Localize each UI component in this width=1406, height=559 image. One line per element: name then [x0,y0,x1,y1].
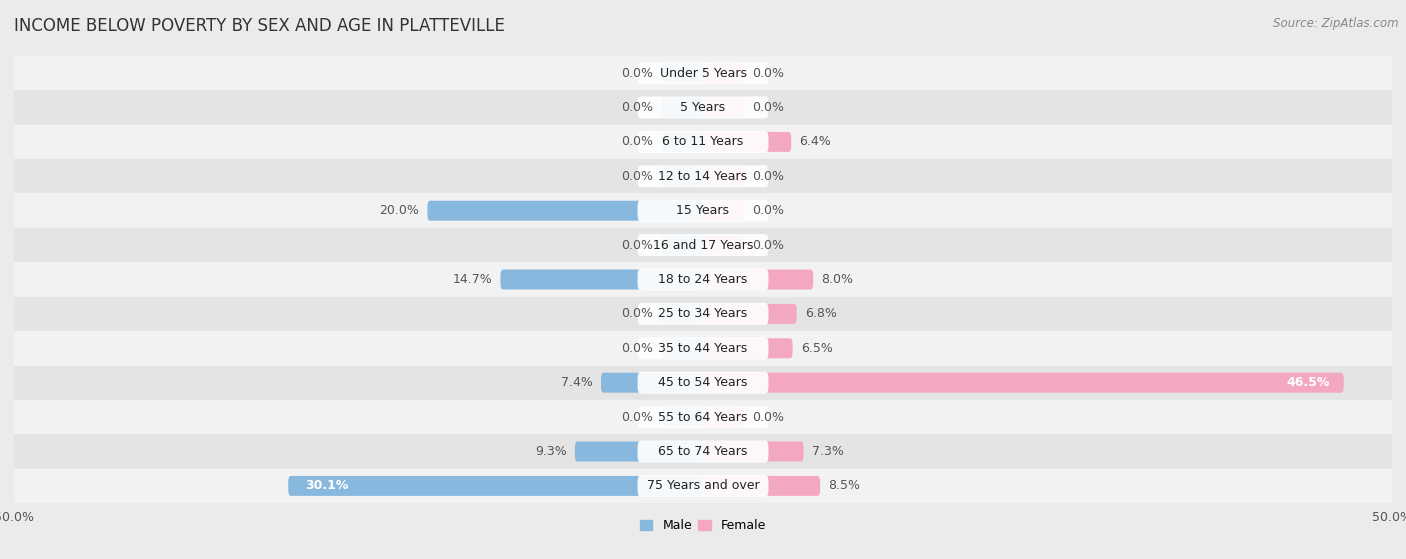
FancyBboxPatch shape [501,269,703,290]
Text: 0.0%: 0.0% [752,170,785,183]
Text: 25 to 34 Years: 25 to 34 Years [658,307,748,320]
FancyBboxPatch shape [703,167,744,186]
Text: 6.4%: 6.4% [800,135,831,148]
FancyBboxPatch shape [703,407,744,427]
Text: 6.8%: 6.8% [806,307,837,320]
Legend: Male, Female: Male, Female [636,514,770,537]
Text: 0.0%: 0.0% [752,204,785,217]
FancyBboxPatch shape [703,63,744,83]
Bar [14,468,1392,503]
Text: 15 Years: 15 Years [676,204,730,217]
FancyBboxPatch shape [662,63,703,83]
Bar [14,228,1392,262]
Text: 20.0%: 20.0% [380,204,419,217]
FancyBboxPatch shape [600,373,703,392]
Bar [14,297,1392,331]
Text: Under 5 Years: Under 5 Years [659,67,747,79]
Bar [14,159,1392,193]
Bar [14,400,1392,434]
FancyBboxPatch shape [637,303,769,325]
Text: 0.0%: 0.0% [752,239,785,252]
Text: 0.0%: 0.0% [621,101,654,114]
Text: 30.1%: 30.1% [305,480,349,492]
Text: 5 Years: 5 Years [681,101,725,114]
FancyBboxPatch shape [637,62,769,84]
Text: 75 Years and over: 75 Years and over [647,480,759,492]
Bar [14,125,1392,159]
Text: 0.0%: 0.0% [621,239,654,252]
FancyBboxPatch shape [575,442,703,462]
Text: 0.0%: 0.0% [621,135,654,148]
Bar [14,434,1392,468]
FancyBboxPatch shape [703,476,820,496]
Text: 0.0%: 0.0% [621,342,654,355]
Bar [14,56,1392,91]
FancyBboxPatch shape [662,338,703,358]
Text: 0.0%: 0.0% [621,307,654,320]
FancyBboxPatch shape [637,165,769,187]
FancyBboxPatch shape [703,201,744,221]
Text: INCOME BELOW POVERTY BY SEX AND AGE IN PLATTEVILLE: INCOME BELOW POVERTY BY SEX AND AGE IN P… [14,17,505,35]
Bar [14,331,1392,366]
FancyBboxPatch shape [637,440,769,462]
Text: 0.0%: 0.0% [621,170,654,183]
FancyBboxPatch shape [637,268,769,291]
Text: 8.5%: 8.5% [828,480,860,492]
Text: 14.7%: 14.7% [453,273,492,286]
Text: 12 to 14 Years: 12 to 14 Years [658,170,748,183]
Text: 46.5%: 46.5% [1286,376,1330,389]
Bar [14,366,1392,400]
Text: 35 to 44 Years: 35 to 44 Years [658,342,748,355]
Text: 65 to 74 Years: 65 to 74 Years [658,445,748,458]
Text: 45 to 54 Years: 45 to 54 Years [658,376,748,389]
Text: 0.0%: 0.0% [752,67,785,79]
Text: 6.5%: 6.5% [801,342,832,355]
FancyBboxPatch shape [703,442,804,462]
FancyBboxPatch shape [637,372,769,394]
FancyBboxPatch shape [288,476,703,496]
FancyBboxPatch shape [637,234,769,256]
FancyBboxPatch shape [637,337,769,359]
FancyBboxPatch shape [427,201,703,221]
Bar [14,91,1392,125]
FancyBboxPatch shape [703,132,792,152]
FancyBboxPatch shape [662,304,703,324]
FancyBboxPatch shape [703,97,744,117]
FancyBboxPatch shape [703,304,797,324]
FancyBboxPatch shape [703,235,744,255]
Text: 6 to 11 Years: 6 to 11 Years [662,135,744,148]
FancyBboxPatch shape [662,132,703,152]
Text: 18 to 24 Years: 18 to 24 Years [658,273,748,286]
FancyBboxPatch shape [662,97,703,117]
FancyBboxPatch shape [662,407,703,427]
Text: 16 and 17 Years: 16 and 17 Years [652,239,754,252]
Text: 0.0%: 0.0% [621,411,654,424]
Text: Source: ZipAtlas.com: Source: ZipAtlas.com [1274,17,1399,30]
Text: 9.3%: 9.3% [534,445,567,458]
FancyBboxPatch shape [703,373,1344,392]
Text: 7.3%: 7.3% [811,445,844,458]
Text: 0.0%: 0.0% [752,411,785,424]
Text: 0.0%: 0.0% [621,67,654,79]
Bar [14,262,1392,297]
FancyBboxPatch shape [703,338,793,358]
FancyBboxPatch shape [662,235,703,255]
Text: 7.4%: 7.4% [561,376,593,389]
FancyBboxPatch shape [637,475,769,497]
FancyBboxPatch shape [637,131,769,153]
FancyBboxPatch shape [703,269,813,290]
FancyBboxPatch shape [637,406,769,428]
Text: 0.0%: 0.0% [752,101,785,114]
FancyBboxPatch shape [637,200,769,222]
FancyBboxPatch shape [662,167,703,186]
Bar [14,193,1392,228]
Text: 55 to 64 Years: 55 to 64 Years [658,411,748,424]
Text: 8.0%: 8.0% [821,273,853,286]
FancyBboxPatch shape [637,97,769,119]
